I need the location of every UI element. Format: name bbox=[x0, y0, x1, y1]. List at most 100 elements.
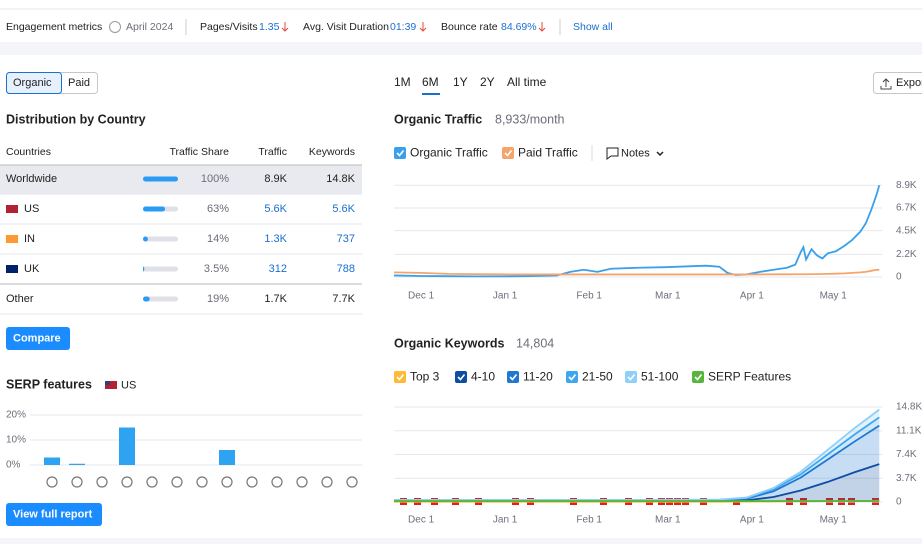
legend-checkbox bbox=[502, 147, 514, 159]
bar bbox=[69, 463, 85, 465]
legend-label: 11-20 bbox=[523, 370, 553, 384]
feature-icon bbox=[146, 476, 158, 488]
down-arrow bbox=[538, 22, 546, 32]
feature-icon bbox=[271, 476, 283, 488]
period-tab: 1M bbox=[394, 75, 411, 89]
x-tick-label: Jan 1 bbox=[493, 515, 518, 526]
country-name: US bbox=[24, 203, 39, 215]
section-title: SERP features bbox=[6, 377, 92, 391]
y-tick-label: 3.7K bbox=[896, 473, 917, 484]
feature-icon bbox=[196, 476, 208, 488]
period-tab: 1Y bbox=[453, 75, 468, 89]
metric-value: 1.35 bbox=[259, 21, 280, 33]
tab[interactable]: Organic bbox=[13, 77, 52, 89]
check-mark bbox=[694, 374, 703, 381]
feature-icon bbox=[46, 476, 58, 488]
legend-checkbox bbox=[625, 371, 637, 383]
y-tick-label: 0% bbox=[6, 460, 21, 471]
tab[interactable]: Paid bbox=[68, 77, 90, 89]
x-tick-label: Dec 1 bbox=[408, 515, 435, 526]
flag-icon bbox=[105, 381, 110, 385]
legend-checkbox bbox=[394, 147, 406, 159]
country-name: Other bbox=[6, 293, 34, 305]
flag-icon bbox=[6, 235, 18, 243]
report-button[interactable] bbox=[6, 503, 102, 526]
legend-checkbox bbox=[566, 371, 578, 383]
share-value: 3.5% bbox=[204, 263, 229, 275]
bottom-band bbox=[0, 538, 922, 544]
metric-cell: 14.8K bbox=[326, 173, 355, 185]
feature-icon bbox=[221, 476, 233, 488]
legend-label: 4-10 bbox=[471, 370, 495, 384]
bar bbox=[219, 450, 235, 465]
feature-icon bbox=[321, 476, 333, 488]
metrics-label: Engagement metrics bbox=[6, 21, 102, 33]
button-label[interactable]: View full report bbox=[13, 508, 93, 520]
y-tick-label: 0 bbox=[896, 272, 902, 283]
metric-cell: 788 bbox=[337, 263, 355, 275]
export-label[interactable]: Export bbox=[896, 77, 922, 89]
country-name: IN bbox=[24, 233, 35, 245]
period-tab: All time bbox=[507, 75, 547, 89]
check-mark bbox=[396, 374, 405, 381]
column-header: Keywords bbox=[309, 146, 355, 158]
y-tick-label: 0 bbox=[896, 497, 902, 508]
serp-country: US bbox=[121, 379, 136, 391]
flag-icon bbox=[6, 265, 18, 273]
metric-cell: 1.3K bbox=[264, 233, 287, 245]
y-tick-label: 20% bbox=[6, 410, 26, 421]
feature-icon bbox=[96, 476, 108, 488]
legend-checkbox bbox=[507, 371, 519, 383]
x-tick-label: May 1 bbox=[820, 515, 848, 526]
down-arrow bbox=[281, 22, 289, 32]
down-arrow bbox=[419, 22, 427, 32]
metric-value: 84.69% bbox=[501, 21, 537, 33]
row-highlight bbox=[0, 165, 362, 194]
x-tick-label: Feb 1 bbox=[576, 291, 602, 302]
x-tick-label: Apr 1 bbox=[740, 515, 764, 526]
legend-label: SERP Features bbox=[708, 370, 791, 384]
chart-title: Organic Traffic bbox=[394, 112, 482, 126]
legend-label: 21-50 bbox=[582, 370, 613, 384]
share-track bbox=[143, 266, 178, 272]
y-tick-label: 4.5K bbox=[896, 225, 917, 236]
area-fill bbox=[394, 464, 880, 502]
chart-subtitle: 8,933/month bbox=[495, 112, 565, 126]
period-tab: 6M bbox=[422, 75, 439, 89]
metrics-date: April 2024 bbox=[126, 21, 173, 33]
feature-icon bbox=[171, 476, 183, 488]
metric-cell: 1.7K bbox=[264, 293, 287, 305]
feature-icon bbox=[246, 476, 258, 488]
legend-label: Paid Traffic bbox=[518, 146, 578, 160]
show-all-link[interactable]: Show all bbox=[573, 21, 613, 33]
metric-label: Pages/Visits bbox=[200, 21, 258, 33]
metric-cell: 7.7K bbox=[332, 293, 355, 305]
legend-label: Organic Traffic bbox=[410, 146, 488, 160]
tab-selected bbox=[6, 72, 62, 94]
x-tick-label: Jan 1 bbox=[493, 291, 518, 302]
bar bbox=[44, 457, 60, 465]
feature-icon bbox=[296, 476, 308, 488]
check-mark bbox=[396, 150, 405, 157]
share-value: 100% bbox=[201, 173, 229, 185]
metric-label: Bounce rate bbox=[441, 21, 498, 33]
legend-checkbox bbox=[455, 371, 467, 383]
check-mark bbox=[504, 150, 513, 157]
metric-cell: 8.9K bbox=[264, 173, 287, 185]
notes-label[interactable]: Notes bbox=[621, 147, 650, 159]
globe-icon bbox=[109, 21, 121, 33]
flag-icon bbox=[105, 381, 117, 389]
column-header: Traffic bbox=[258, 146, 287, 158]
check-mark bbox=[457, 374, 466, 381]
check-mark bbox=[568, 374, 577, 381]
button-label[interactable]: Compare bbox=[13, 332, 61, 344]
feature-icon bbox=[121, 476, 133, 488]
export-button[interactable] bbox=[873, 72, 922, 94]
metric-value: 01:39 bbox=[390, 21, 416, 33]
check-mark bbox=[509, 374, 518, 381]
y-tick-label: 6.7K bbox=[896, 203, 917, 214]
metric-cell: 5.6K bbox=[332, 203, 355, 215]
compare-button[interactable] bbox=[6, 327, 70, 350]
x-tick-label: Apr 1 bbox=[740, 291, 764, 302]
